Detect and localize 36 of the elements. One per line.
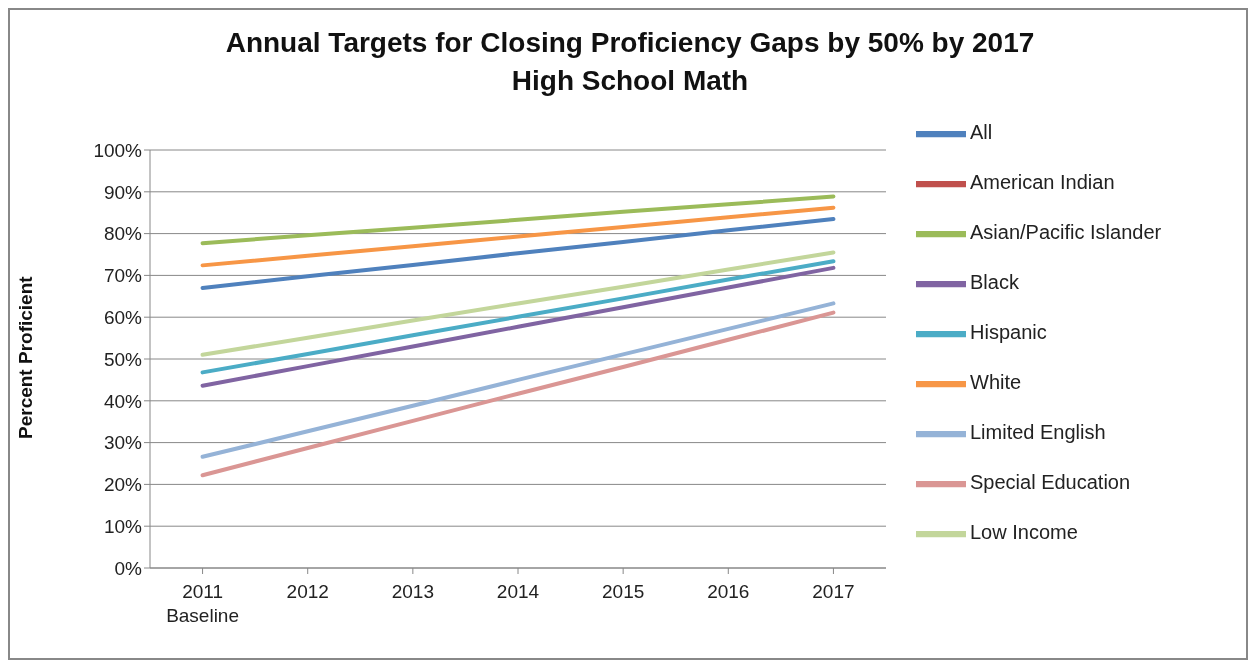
y-tick-label: 70% [103, 265, 143, 287]
x-tick-label: 2015 [602, 581, 645, 602]
y-tick-label: 20% [103, 474, 143, 496]
x-tick-label: 2014 [496, 581, 540, 602]
y-tick-label: 80% [103, 223, 143, 245]
x-tick-label: 2017 [812, 581, 855, 602]
y-axis-title: Percent Proficient [14, 275, 36, 439]
chart-title: Annual Targets for Closing Proficiency Gaps by 50% by 2017 [224, 26, 1036, 60]
y-tick-label: 50% [103, 348, 143, 370]
legend-label: White [970, 371, 1022, 394]
line-series [200, 250, 836, 357]
y-tick-label: 100% [93, 139, 143, 161]
line-series [200, 310, 836, 478]
x-tick-label: 2016 [707, 581, 750, 602]
chart-subtitle: High School Math [510, 64, 750, 98]
legend-label: Limited English [970, 421, 1106, 444]
y-tick-label: 60% [103, 306, 143, 328]
legend-label: All [970, 121, 993, 144]
line-series [200, 194, 836, 246]
legend-label: Special Education [970, 471, 1131, 494]
y-tick-label: 40% [103, 390, 143, 412]
legend-label: Asian/Pacific Islander [970, 221, 1162, 244]
legend-label: Low Income [970, 521, 1078, 544]
legend-label: American Indian [970, 171, 1115, 194]
x-tick-label: 2013 [391, 581, 434, 602]
legend-label: Black [970, 271, 1019, 294]
line-series [200, 301, 836, 459]
y-tick-label: 10% [103, 515, 143, 537]
legend-label: Hispanic [970, 321, 1047, 344]
y-tick-label: 90% [103, 181, 143, 203]
y-tick-label: 30% [103, 432, 143, 454]
y-tick-label: 0% [114, 557, 143, 579]
x-tick-label: 2012 [286, 581, 329, 602]
line-series [200, 205, 836, 268]
line-series [200, 216, 836, 290]
x-tick-label: 2011 Baseline [166, 581, 240, 626]
